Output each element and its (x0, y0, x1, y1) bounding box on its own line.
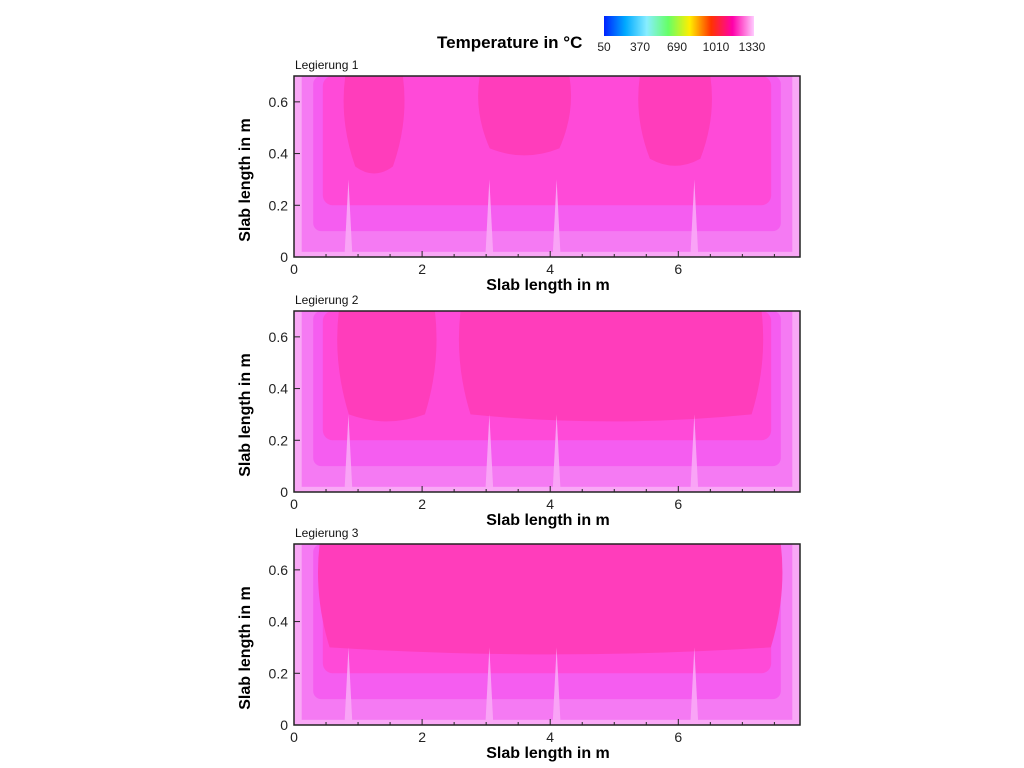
x-tick-label: 6 (674, 261, 682, 277)
x-tick-label: 4 (546, 261, 554, 277)
x-tick-label: 6 (674, 496, 682, 512)
y-tick-label: 0.6 (269, 329, 289, 345)
y-tick-label: 0.2 (269, 197, 289, 213)
y-tick-label: 0.2 (269, 432, 289, 448)
colorbar-fill (604, 16, 754, 36)
colorbar-tick: 50 (597, 40, 610, 54)
hot-zone (459, 311, 763, 421)
colorbar (604, 16, 754, 36)
x-tick-label: 0 (290, 729, 298, 745)
y-tick-label: 0 (280, 717, 288, 733)
y-tick-label: 0.4 (269, 146, 289, 162)
colorbar-tick: 1010 (703, 40, 730, 54)
hot-zone (337, 311, 436, 421)
x-tick-label: 0 (290, 261, 298, 277)
hot-zone (344, 76, 405, 174)
y-tick-label: 0 (280, 484, 288, 500)
x-tick-label: 4 (546, 496, 554, 512)
hot-zone (318, 544, 782, 654)
y-tick-label: 0.4 (269, 381, 289, 397)
heatmap-field (294, 544, 800, 725)
x-tick-label: 4 (546, 729, 554, 745)
colorbar-tick: 1330 (739, 40, 766, 54)
y-tick-label: 0.4 (269, 614, 289, 630)
y-tick-label: 0.6 (269, 562, 289, 578)
hot-zone (478, 76, 571, 155)
y-tick-label: 0 (280, 249, 288, 265)
panel-2: Legierung 2 Slab length in m 0 2 4 6 0 0.2 0.4… (0, 290, 1024, 525)
x-axis-label: Slab length in m (486, 745, 610, 763)
heatmap-plot: 0 2 4 6 0 0.2 0.4 0.6 (0, 55, 1024, 290)
colorbar-tick: 690 (667, 40, 687, 54)
y-tick-label: 0.6 (269, 94, 289, 110)
legend-title: Temperature in °C (437, 33, 582, 53)
x-tick-label: 6 (674, 729, 682, 745)
colorbar-tick: 370 (630, 40, 650, 54)
x-tick-label: 2 (418, 729, 426, 745)
heatmap-field (294, 76, 800, 257)
x-tick-label: 2 (418, 496, 426, 512)
y-tick-label: 0.2 (269, 665, 289, 681)
panel-3: Legierung 3 Slab length in m 0 2 4 6 0 0.2 0.4… (0, 523, 1024, 758)
hot-zone (638, 76, 712, 166)
heatmap-plot: 0 2 4 6 0 0.2 0.4 0.6 (0, 523, 1024, 758)
panel-1: Legierung 1 Slab length in m 0 2 4 6 0 0.2 0.4… (0, 55, 1024, 290)
heatmap-field (294, 311, 800, 492)
x-tick-label: 2 (418, 261, 426, 277)
heatmap-plot: 0 2 4 6 0 0.2 0.4 0.6 (0, 290, 1024, 525)
x-tick-label: 0 (290, 496, 298, 512)
